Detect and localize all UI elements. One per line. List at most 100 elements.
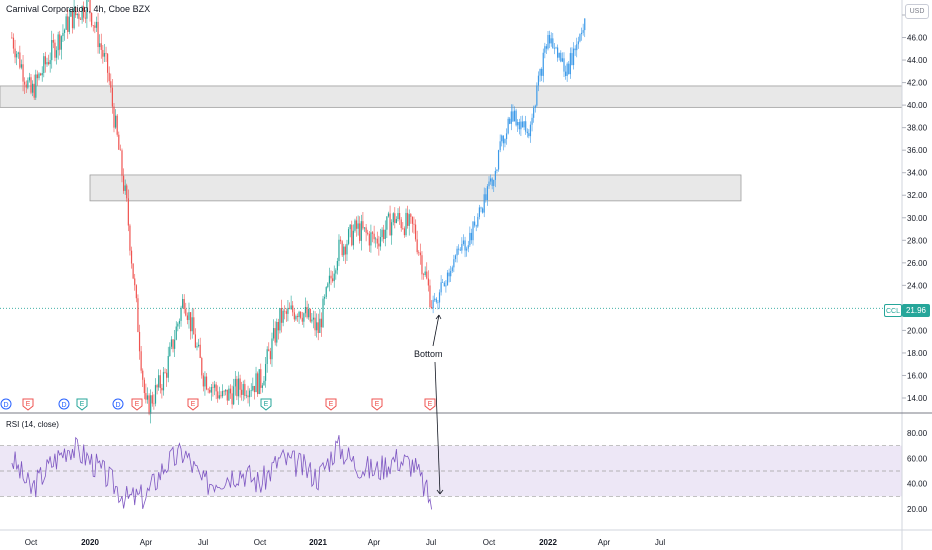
candle-body [180, 307, 182, 321]
price-candles [11, 0, 433, 424]
event-label: E [135, 401, 140, 408]
projection-candle-body [555, 47, 557, 49]
projection-candle-body [526, 131, 528, 134]
candle-body [241, 389, 243, 395]
resistance-zone [89, 174, 742, 202]
arrow-head [436, 489, 444, 495]
earnings-marker[interactable]: E [424, 398, 436, 411]
candle-body [413, 223, 415, 225]
projection-candle-body [523, 121, 525, 128]
candle-body [410, 214, 412, 217]
candle-body [205, 376, 208, 390]
candle-body [191, 317, 193, 332]
candle-body [137, 298, 139, 332]
earnings-marker[interactable]: E [22, 398, 34, 411]
candle-body [276, 321, 278, 343]
candle-body [22, 64, 24, 82]
candle-body [19, 52, 21, 68]
candle-body [325, 287, 327, 297]
candle-body [357, 223, 359, 229]
dividend-icon [0, 398, 12, 410]
candle-body [129, 225, 131, 251]
projection-candle-body [485, 194, 487, 200]
candle-body [312, 317, 315, 320]
candle-body [143, 379, 145, 394]
candle-body [346, 243, 348, 255]
earnings-marker[interactable]: E [371, 398, 383, 411]
projection-candle-body [572, 48, 575, 66]
candle-body [111, 87, 113, 107]
price-tick-label: 40.00 [907, 101, 928, 110]
candle-body [52, 39, 54, 43]
candle-body [92, 25, 94, 26]
candle-body [300, 311, 302, 318]
dividend-marker[interactable]: D [112, 398, 124, 410]
candle-body [215, 384, 217, 392]
candle-body [268, 349, 270, 352]
projection-candle-body [565, 71, 567, 76]
projection-candle-body [560, 52, 562, 62]
projection-candle-body [496, 169, 498, 171]
projection-candle-body [541, 68, 543, 76]
price-tick-label: 28.00 [907, 236, 928, 245]
projection-candle-body [510, 111, 512, 124]
projection-candle-body [563, 58, 565, 72]
candle-body [400, 219, 402, 229]
projection-candle-body [536, 85, 538, 106]
candle-body [121, 150, 123, 176]
projection-candle-body [499, 141, 501, 151]
event-label: D [3, 402, 8, 409]
dividend-marker[interactable]: D [0, 398, 12, 410]
candle-body [303, 313, 305, 322]
rsi-title: RSI (14, close) [6, 420, 59, 429]
earnings-marker[interactable]: E [187, 398, 199, 411]
earnings-marker[interactable]: E [260, 398, 272, 411]
candle-body [365, 227, 367, 233]
candle-body [175, 326, 177, 340]
time-axis-label: Oct [25, 538, 38, 547]
projection-candle-body [521, 121, 524, 128]
candle-body [20, 64, 23, 68]
candle-body [252, 386, 254, 391]
candle-body [236, 378, 238, 397]
rsi-tick-label: 40.00 [907, 480, 928, 489]
candle-body [126, 185, 128, 199]
candle-body [341, 241, 343, 256]
earnings-marker[interactable]: E [76, 398, 88, 411]
candle-body [379, 237, 382, 247]
candle-body [333, 273, 335, 282]
price-tick-label: 14.00 [907, 394, 928, 403]
candle-body [371, 232, 374, 234]
candle-body [237, 378, 240, 397]
dividend-marker[interactable]: D [58, 398, 70, 410]
projection-candle-body [547, 34, 549, 49]
candle-body [306, 306, 308, 318]
candle-body [106, 53, 109, 73]
candle-body [324, 296, 326, 299]
earnings-icon [187, 398, 199, 411]
candle-body [189, 312, 192, 332]
candle-body [368, 233, 370, 246]
projection-candle-body [469, 232, 471, 246]
earnings-marker[interactable]: E [325, 398, 337, 411]
candle-body [24, 81, 26, 85]
resistance-zones [0, 85, 903, 202]
candle-body [75, 8, 77, 16]
arrow-head [435, 314, 442, 320]
projection-candle-body [545, 46, 548, 49]
currency-button[interactable]: USD [905, 4, 929, 19]
projection-candle-body [509, 118, 511, 124]
rsi-tick-label: 20.00 [907, 505, 928, 514]
candle-body [386, 216, 388, 230]
projection-candle-body [489, 178, 492, 182]
candle-body [381, 229, 383, 238]
candle-body [25, 84, 27, 88]
earnings-marker[interactable]: E [131, 398, 143, 411]
candle-body [255, 373, 257, 393]
candle-body [293, 312, 295, 320]
event-label: D [115, 402, 120, 409]
candle-body [54, 42, 56, 58]
projection-candle-body [462, 240, 465, 244]
candle-body [335, 270, 337, 274]
